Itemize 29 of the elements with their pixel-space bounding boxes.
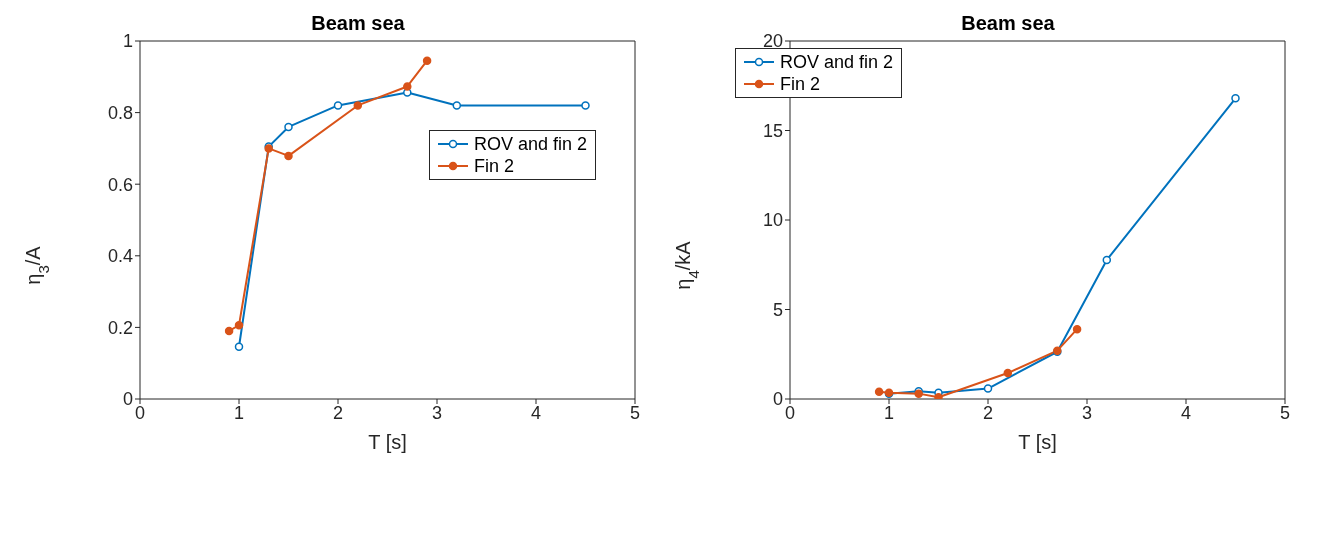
x-tick-label: 2 [332,402,344,423]
legend-label: Fin 2 [780,73,821,95]
y-tick-label: 15 [762,120,783,141]
y-tick-label: 0 [772,389,783,410]
x-tick-label: 3 [1081,402,1093,423]
x-tick-label: 5 [629,402,641,423]
y-tick-label: 10 [762,210,783,231]
x-tick-label: 1 [883,402,895,423]
y-tick-label: 5 [772,299,783,320]
y-tick-label: 0.4 [107,246,133,267]
y-tick-label: 1 [122,31,133,52]
x-tick-label: 1 [233,402,245,423]
x-tick-label: 4 [530,402,542,423]
x-tick-label: 4 [1180,402,1192,423]
y-tick-label: 0 [122,389,133,410]
x-axis-title: T [s] [1018,431,1057,453]
legend-label: Fin 2 [473,155,514,177]
x-tick-label: 3 [431,402,443,423]
y-tick-label: 20 [762,31,783,52]
y-tick-label: 0.8 [107,102,133,123]
chart-title: Beam sea [311,12,406,34]
legend-label: ROV and fin 2 [780,51,894,73]
legend-label: ROV and fin 2 [473,133,587,155]
x-axis-title: T [s] [368,431,407,453]
y-tick-label: 0.2 [107,317,133,338]
x-tick-label: 5 [1279,402,1291,423]
x-tick-label: 2 [982,402,994,423]
chart-title: Beam sea [961,12,1056,34]
y-tick-label: 0.6 [107,174,133,195]
